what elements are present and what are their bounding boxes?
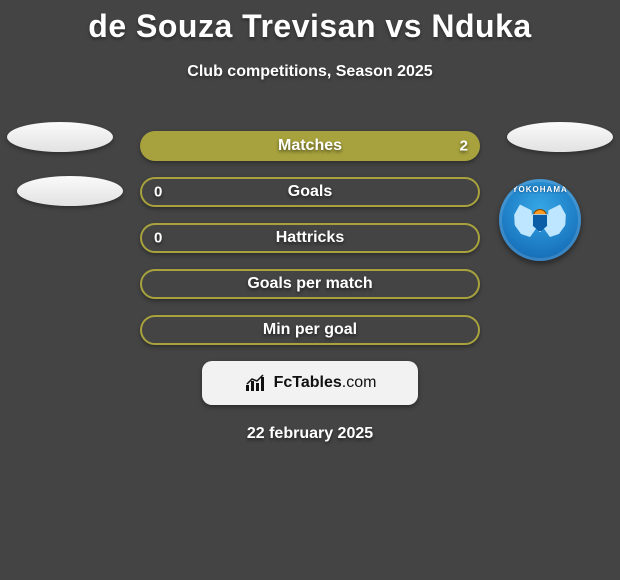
stat-bar: Min per goal <box>140 315 480 345</box>
stat-label: Min per goal <box>263 321 357 339</box>
brand-chart-icon <box>244 373 268 393</box>
brand-box: FcTables.com <box>202 361 418 405</box>
stat-right-value: 2 <box>460 138 468 155</box>
stat-label: Goals per match <box>247 275 372 293</box>
stat-bar: Goals 0 <box>140 177 480 207</box>
right-player-badge <box>507 122 613 152</box>
crest-text: YOKOHAMA <box>512 185 568 194</box>
page-title: de Souza Trevisan vs Nduka <box>0 0 620 45</box>
stat-label: Matches <box>278 137 342 155</box>
stat-bar: Hattricks 0 <box>140 223 480 253</box>
stat-left-value: 0 <box>154 230 162 247</box>
right-team-crest: YOKOHAMA <box>499 179 581 261</box>
stat-label: Hattricks <box>276 229 344 247</box>
stat-bar: Matches 2 <box>140 131 480 161</box>
page-subtitle: Club competitions, Season 2025 <box>0 63 620 81</box>
stat-row: Min per goal <box>0 315 620 345</box>
left-player-badge-2 <box>17 176 123 206</box>
stat-label: Goals <box>288 183 332 201</box>
date-text: 22 february 2025 <box>0 425 620 443</box>
stat-left-value: 0 <box>154 184 162 201</box>
brand-text: FcTables.com <box>274 374 377 392</box>
stat-bar: Goals per match <box>140 269 480 299</box>
left-player-badge-1 <box>7 122 113 152</box>
stat-row: Goals per match <box>0 269 620 299</box>
